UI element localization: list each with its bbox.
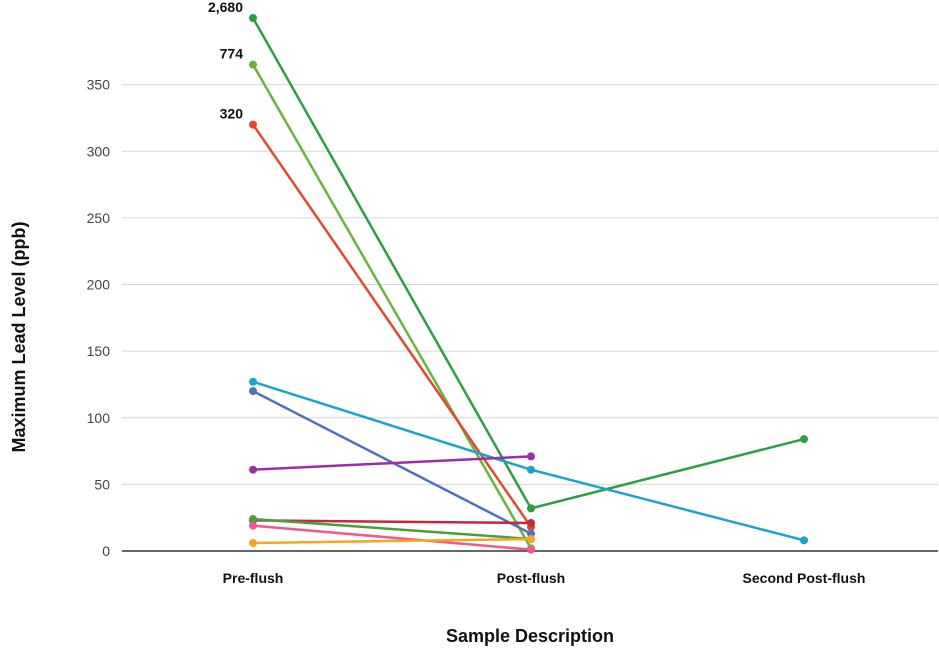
data-point [249, 377, 257, 386]
point-annotation: 320 [220, 106, 244, 122]
y-tick-label: 100 [87, 410, 111, 426]
y-tick-label: 150 [87, 343, 111, 359]
x-tick-label: Second Post-flush [743, 570, 866, 586]
point-annotation: 774 [220, 46, 244, 62]
data-point [249, 539, 257, 548]
x-tick-label: Post-flush [497, 570, 565, 586]
series-line [252, 455, 532, 471]
series-4 [249, 377, 808, 545]
series-line [251, 64, 533, 549]
data-point [800, 435, 808, 444]
series-line [251, 123, 533, 528]
y-tick-label: 350 [87, 77, 111, 93]
data-point [527, 452, 535, 461]
data-point [249, 120, 257, 129]
y-tick-label: 250 [87, 210, 111, 226]
series-line [252, 519, 532, 525]
data-point [527, 465, 535, 474]
x-tick-label: Pre-flush [223, 570, 284, 586]
data-point [800, 536, 808, 545]
series-lines [249, 14, 808, 554]
data-point [249, 465, 257, 474]
series-10 [249, 535, 535, 548]
gridlines [122, 84, 938, 485]
series-9 [249, 521, 535, 554]
data-point [249, 60, 257, 69]
series-line [252, 524, 532, 551]
series-6 [249, 452, 535, 474]
data-point [527, 519, 535, 528]
series-3 [249, 120, 535, 532]
y-tick-label: 0 [102, 543, 110, 559]
data-point [249, 521, 257, 530]
data-point [527, 545, 535, 554]
x-axis-title: Sample Description [446, 626, 614, 646]
data-point [249, 14, 257, 22]
x-axis-ticks: Pre-flush Post-flush Second Post-flush [223, 570, 866, 586]
y-tick-label: 300 [87, 143, 111, 159]
y-tick-label: 50 [94, 476, 110, 492]
y-axis-ticks: 0 50 100 150 200 250 300 350 [87, 77, 111, 559]
series-line [252, 537, 532, 545]
y-axis-title: Maximum Lead Level (ppb) [9, 221, 29, 452]
data-point [527, 504, 535, 513]
data-point [249, 387, 257, 396]
data-point [527, 535, 535, 544]
point-annotations: 2,680 774 320 [208, 0, 243, 122]
data-point [249, 515, 257, 524]
series-2 [249, 60, 535, 553]
series-1 [249, 14, 808, 513]
y-tick-label: 200 [87, 277, 111, 293]
series-line [252, 517, 532, 541]
point-annotation: 2,680 [208, 0, 243, 15]
